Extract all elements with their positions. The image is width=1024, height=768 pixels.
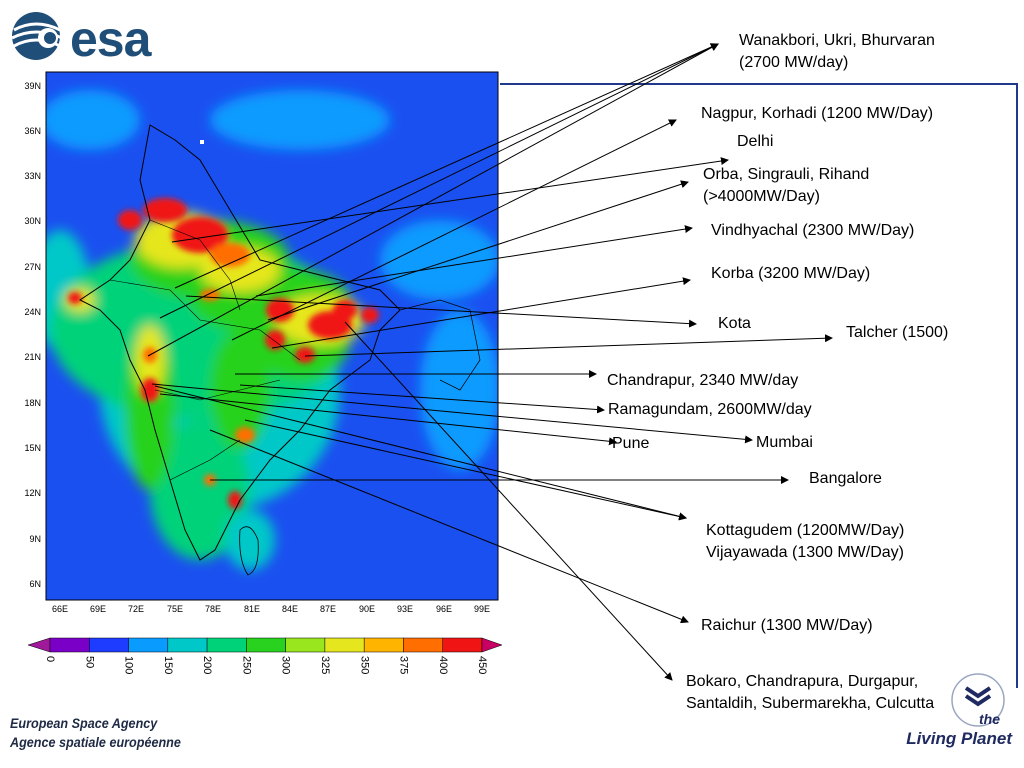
label-vindhyachal: Vindhyachal (2300 MW/Day) <box>711 222 915 239</box>
label-kota: Kota <box>718 315 751 332</box>
lat-tick: 6N <box>29 579 41 589</box>
lon-tick: 96E <box>436 604 452 614</box>
esa-logo: esa <box>8 8 193 67</box>
lat-tick: 21N <box>24 352 41 362</box>
colorbar-tick-label: 50 <box>83 656 95 668</box>
label-ramagundam: Ramagundam, 2600MW/day <box>608 401 812 418</box>
colorbar-tick-label: 325 <box>319 656 331 674</box>
colorbar-min-arrow <box>28 637 51 653</box>
agency-name-fr: Agence spatiale européenne <box>10 734 181 750</box>
colorbar-segment <box>206 637 247 653</box>
lon-tick: 93E <box>397 604 413 614</box>
lon-tick: 75E <box>167 604 183 614</box>
label-raichur: Raichur (1300 MW/Day) <box>701 617 873 634</box>
frame-line-top <box>500 83 1017 85</box>
colorbar-segment <box>246 637 286 653</box>
colorbar: 0 50 100 150 200 250 300 325 350 375 400 450 <box>28 637 503 674</box>
lat-tick: 36N <box>24 126 41 136</box>
colorbar-tick-label: 350 <box>358 656 370 674</box>
lat-tick: 30N <box>24 216 41 226</box>
colorbar-segment <box>89 637 129 653</box>
lat-tick: 27N <box>24 262 41 272</box>
label-bokaro: Bokaro, Chandrapura, Durgapur, Santaldih… <box>686 673 935 712</box>
colorbar-tick-label: 100 <box>123 656 135 674</box>
lat-tick: 9N <box>29 534 41 544</box>
colorbar-tick-label: 150 <box>162 656 174 674</box>
label-chandrapur: Chandrapur, 2340 MW/day <box>607 372 799 389</box>
esa-logo-text: esa <box>70 11 151 67</box>
lat-tick: 18N <box>24 398 41 408</box>
lat-tick: 12N <box>24 488 41 498</box>
colorbar-segment <box>285 637 326 653</box>
colorbar-tick-label: 375 <box>398 656 410 674</box>
lon-tick: 81E <box>244 604 260 614</box>
label-korba: Korba (3200 MW/Day) <box>711 265 871 282</box>
lat-tick: 33N <box>24 171 41 181</box>
colorbar-segment <box>324 637 365 653</box>
living-planet-logo: the Living Planet <box>900 670 1015 750</box>
label-delhi: Delhi <box>737 133 774 150</box>
label-pune: Pune <box>612 435 650 452</box>
colorbar-segment <box>403 637 443 653</box>
colorbar-tick-label: 300 <box>280 656 292 674</box>
colorbar-max-arrow <box>481 637 503 653</box>
colorbar-tick-label: 250 <box>240 656 252 674</box>
lon-tick: 66E <box>52 604 68 614</box>
lon-tick: 84E <box>282 604 298 614</box>
label-wanakbori: Wanakbori, Ukri, Bhurvaran (2700 MW/day) <box>739 32 935 71</box>
colorbar-tick-label: 0 <box>44 656 56 662</box>
colorbar-segment <box>128 637 169 653</box>
colorbar-tick-label: 400 <box>437 656 449 674</box>
esa-globe-icon <box>11 12 63 60</box>
label-bangalore: Bangalore <box>809 470 882 487</box>
label-mumbai: Mumbai <box>756 434 813 451</box>
label-talcher: Talcher (1500) <box>846 324 949 341</box>
lon-tick: 69E <box>90 604 106 614</box>
colorbar-segment <box>167 637 208 653</box>
tagline-the: the <box>979 711 1000 727</box>
lat-tick: 39N <box>24 81 41 91</box>
emission-map: 39N 36N 33N 30N 27N 24N 21N 18N 15N 12N … <box>24 71 499 614</box>
lon-tick: 72E <box>128 604 144 614</box>
lon-tick: 99E <box>474 604 490 614</box>
label-orba: Orba, Singrauli, Rihand (>4000MW/Day) <box>703 166 870 205</box>
lat-tick: 24N <box>24 307 41 317</box>
agency-name-en: European Space Agency <box>10 715 158 731</box>
colorbar-segment <box>363 637 404 653</box>
colorbar-segment <box>442 637 483 653</box>
lon-tick: 78E <box>205 604 221 614</box>
colorbar-segment <box>49 637 90 653</box>
tagline-living-planet: Living Planet <box>906 729 1013 748</box>
lon-tick: 87E <box>320 604 336 614</box>
label-kottagudem: Kottagudem (1200MW/Day) Vijayawada (1300… <box>706 522 905 561</box>
colorbar-tick-label: 450 <box>476 656 488 674</box>
colorbar-tick-label: 200 <box>201 656 213 674</box>
agency-name: European Space Agency Agence spatiale eu… <box>10 714 181 752</box>
label-nagpur: Nagpur, Korhadi (1200 MW/Day) <box>701 105 934 122</box>
living-planet-icon: the Living Planet <box>906 673 1013 748</box>
lon-tick: 90E <box>359 604 375 614</box>
frame-line-right <box>1016 83 1018 688</box>
lat-tick: 15N <box>24 443 41 453</box>
